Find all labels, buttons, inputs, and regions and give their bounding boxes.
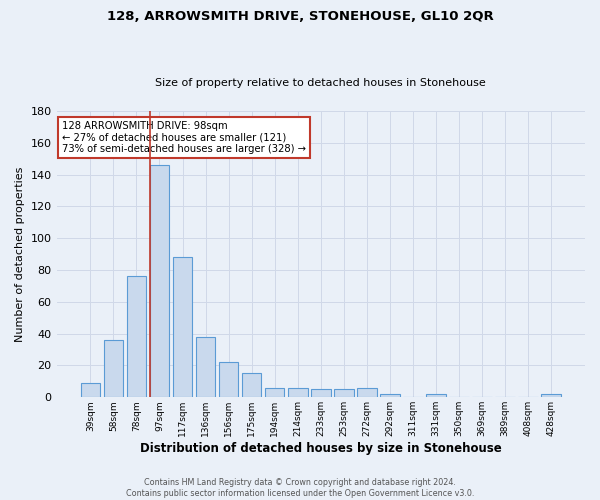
- Bar: [80, 383, 100, 398]
- Bar: [127, 276, 146, 398]
- Bar: [311, 390, 331, 398]
- X-axis label: Distribution of detached houses by size in Stonehouse: Distribution of detached houses by size …: [140, 442, 502, 455]
- Bar: [357, 388, 377, 398]
- Bar: [541, 394, 561, 398]
- Bar: [426, 394, 446, 398]
- Bar: [173, 258, 193, 398]
- Bar: [104, 340, 123, 398]
- Bar: [149, 165, 169, 398]
- Text: 128, ARROWSMITH DRIVE, STONEHOUSE, GL10 2QR: 128, ARROWSMITH DRIVE, STONEHOUSE, GL10 …: [107, 10, 493, 23]
- Bar: [242, 374, 262, 398]
- Bar: [196, 337, 215, 398]
- Bar: [380, 394, 400, 398]
- Bar: [219, 362, 238, 398]
- Title: Size of property relative to detached houses in Stonehouse: Size of property relative to detached ho…: [155, 78, 486, 88]
- Bar: [265, 388, 284, 398]
- Bar: [334, 390, 353, 398]
- Text: Contains HM Land Registry data © Crown copyright and database right 2024.
Contai: Contains HM Land Registry data © Crown c…: [126, 478, 474, 498]
- Y-axis label: Number of detached properties: Number of detached properties: [15, 166, 25, 342]
- Text: 128 ARROWSMITH DRIVE: 98sqm
← 27% of detached houses are smaller (121)
73% of se: 128 ARROWSMITH DRIVE: 98sqm ← 27% of det…: [62, 121, 306, 154]
- Bar: [288, 388, 308, 398]
